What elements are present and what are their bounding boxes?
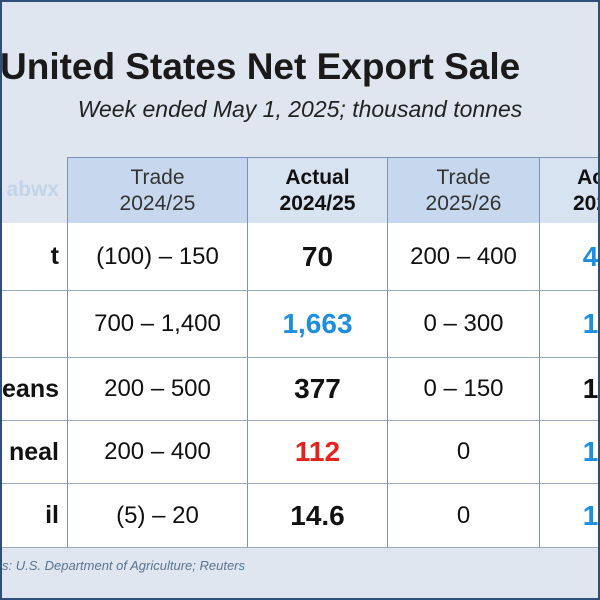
table-cell: 1 — [540, 484, 598, 548]
table-cell: 14.6 — [248, 484, 388, 548]
title: United States Net Export Sale — [0, 46, 521, 87]
table-cell: 70 — [248, 223, 388, 291]
column-header: abwx — [2, 157, 68, 223]
row-label — [2, 291, 68, 358]
table-cell: 1 — [540, 358, 598, 421]
table-cell: 0 — [388, 421, 540, 484]
table-cell: 1 — [540, 421, 598, 484]
column-header: Trade 2024/25 — [68, 157, 248, 223]
table-cell: 200 – 500 — [68, 358, 248, 421]
column-header: Trade 2025/26 — [388, 157, 540, 223]
source-note: s: U.S. Department of Agriculture; Reute… — [2, 558, 246, 573]
table-cell: 112 — [248, 421, 388, 484]
table-cell: 4 — [540, 223, 598, 291]
row-label: neal — [2, 421, 68, 484]
table-cell: 200 – 400 — [68, 421, 248, 484]
subtitle: Week ended May 1, 2025; thousand tonnes — [77, 96, 523, 122]
row-label: il — [2, 484, 68, 548]
row-label: t — [2, 223, 68, 291]
table-cell: 1 — [540, 291, 598, 358]
table-cell: 0 – 300 — [388, 291, 540, 358]
row-label: eans — [2, 358, 68, 421]
table-cell: (100) – 150 — [68, 223, 248, 291]
column-header: Ac 202 — [540, 157, 598, 223]
table-cell: 1,663 — [248, 291, 388, 358]
table-cell: 377 — [248, 358, 388, 421]
table-cell: (5) – 20 — [68, 484, 248, 548]
table-cell: 200 – 400 — [388, 223, 540, 291]
table-cell: 0 — [388, 484, 540, 548]
table-cell: 0 – 150 — [388, 358, 540, 421]
table-cell: 700 – 1,400 — [68, 291, 248, 358]
column-header: Actual 2024/25 — [248, 157, 388, 223]
